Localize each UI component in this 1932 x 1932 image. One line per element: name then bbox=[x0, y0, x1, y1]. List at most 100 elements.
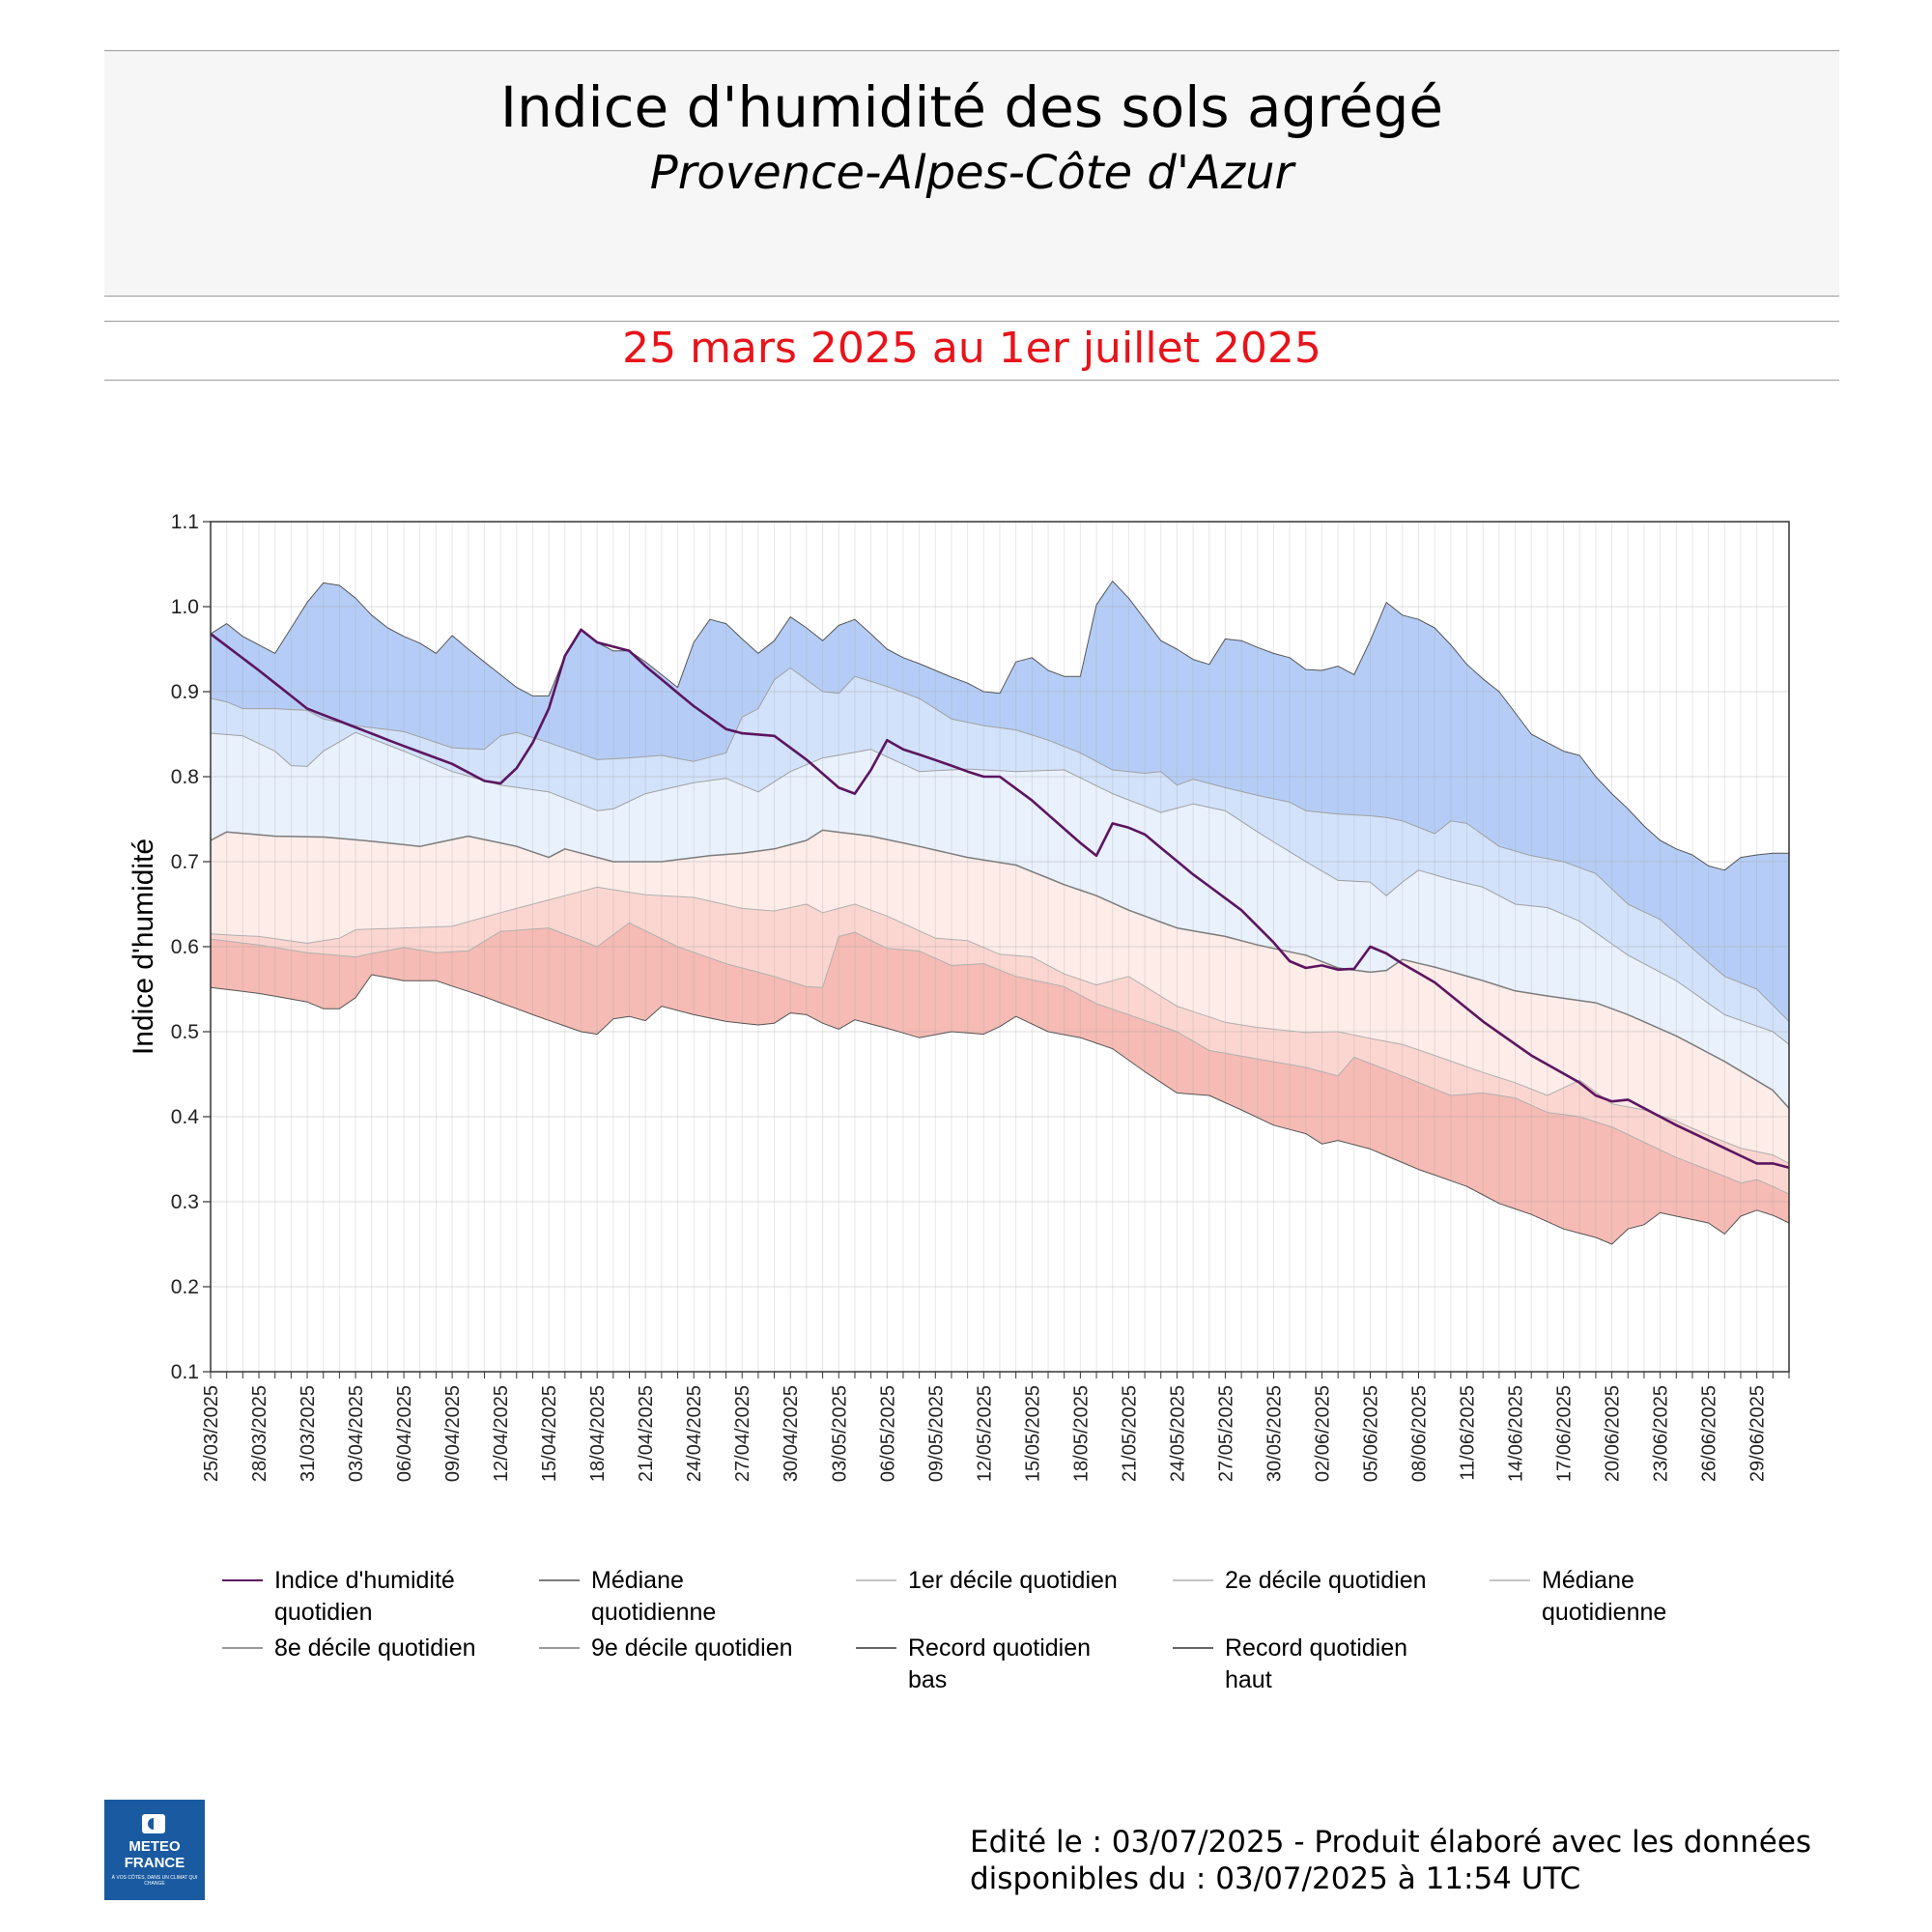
legend-label: 8e décile quotidien bbox=[274, 1634, 476, 1662]
x-tick-label: 26/06/2025 bbox=[1699, 1385, 1720, 1482]
x-tick-label: 27/04/2025 bbox=[732, 1385, 753, 1482]
band-record_bas-decile_1 bbox=[211, 923, 1789, 1244]
legend-item-indice: Indice d'humidité quotidien bbox=[222, 1565, 487, 1629]
x-tick-label: 12/05/2025 bbox=[974, 1385, 995, 1482]
x-axis: 25/03/2025 28/03/2025 31/03/2025 03/04/2025… bbox=[201, 1372, 1790, 1482]
period-label: 25 mars 2025 au 1er juillet 2025 bbox=[622, 324, 1321, 373]
legend-swatch bbox=[222, 1647, 263, 1649]
legend-item-decile-1: 1er décile quotidien bbox=[856, 1565, 1159, 1597]
grid-lines bbox=[210, 521, 1790, 1373]
x-tick-label: 15/04/2025 bbox=[539, 1385, 560, 1482]
y-tick-label: 0.7 bbox=[171, 851, 199, 873]
x-tick-label: 02/06/2025 bbox=[1312, 1385, 1333, 1482]
x-tick-label: 06/04/2025 bbox=[394, 1385, 415, 1482]
x-tick-label: 12/04/2025 bbox=[491, 1385, 512, 1482]
legend-item-decile-9: 9e décile quotidien bbox=[539, 1633, 842, 1664]
y-tick-label: 0.4 bbox=[171, 1106, 200, 1128]
series-lines bbox=[210, 581, 1790, 1245]
x-tick-label: 28/03/2025 bbox=[249, 1385, 270, 1482]
chart-subtitle: Provence-Alpes-Côte d'Azur bbox=[649, 146, 1294, 200]
y-tick-label: 0.3 bbox=[171, 1191, 199, 1213]
y-tick-label: 1.1 bbox=[171, 511, 199, 533]
legend-label: Médiane quotidienne bbox=[1542, 1567, 1667, 1626]
series-line-decile_1 bbox=[210, 922, 1790, 1195]
y-tick-label: 0.8 bbox=[171, 766, 199, 788]
footer-edit-info: Edité le : 03/07/2025 - Produit élaboré … bbox=[970, 1825, 1812, 1896]
x-tick-label: 21/04/2025 bbox=[636, 1385, 657, 1482]
x-tick-label: 03/04/2025 bbox=[346, 1385, 367, 1482]
legend-label: 1er décile quotidien bbox=[908, 1567, 1118, 1594]
x-tick-label: 05/06/2025 bbox=[1360, 1385, 1381, 1482]
legend-item-record-haut: Record quotidien haut bbox=[1173, 1633, 1437, 1696]
band-decile_8-decile_9 bbox=[211, 668, 1789, 1045]
x-tick-label: 24/04/2025 bbox=[684, 1385, 705, 1482]
legend-swatch bbox=[539, 1579, 580, 1581]
x-tick-label: 18/04/2025 bbox=[587, 1385, 609, 1482]
x-tick-label: 15/05/2025 bbox=[1022, 1385, 1043, 1482]
legend-item-record-bas: Record quotidien bas bbox=[856, 1633, 1121, 1696]
y-axis-title: Indice d'humidité bbox=[128, 838, 159, 1055]
logo-text-meteo: METEO bbox=[128, 1838, 181, 1855]
legend: Indice d'humidité quotidien Médiane quot… bbox=[222, 1565, 1816, 1710]
x-tick-label: 09/05/2025 bbox=[925, 1385, 947, 1482]
band-mediane-decile_8 bbox=[211, 732, 1789, 1109]
x-tick-label: 09/04/2025 bbox=[442, 1385, 464, 1482]
legend-label: Médiane quotidienne bbox=[591, 1567, 717, 1626]
legend-label: Indice d'humidité quotidien bbox=[274, 1567, 455, 1626]
logo-slogan: À VOS CÔTÉS, DANS UN CLIMAT QUI CHANGE bbox=[111, 1875, 198, 1887]
legend-swatch bbox=[856, 1647, 896, 1649]
meteo-france-emblem-icon bbox=[142, 1814, 165, 1833]
x-tick-label: 30/04/2025 bbox=[781, 1385, 802, 1482]
y-tick-label: 0.9 bbox=[171, 681, 199, 703]
x-tick-label: 24/05/2025 bbox=[1167, 1385, 1188, 1482]
meteo-france-logo: METEO FRANCE À VOS CÔTÉS, DANS UN CLIMAT… bbox=[104, 1800, 205, 1900]
x-tick-label: 30/05/2025 bbox=[1264, 1385, 1285, 1482]
series-line-mediane bbox=[210, 829, 1790, 1109]
legend-label: 2e décile quotidien bbox=[1225, 1567, 1427, 1594]
band-decile_2-mediane bbox=[211, 830, 1789, 1164]
legend-item-mediane: Médiane quotidienne bbox=[539, 1565, 804, 1629]
y-tick-label: 1.0 bbox=[171, 596, 199, 618]
header-band: Indice d'humidité des sols agrégé Proven… bbox=[104, 50, 1839, 297]
y-tick-label: 0.2 bbox=[171, 1276, 199, 1298]
series-line-decile_2 bbox=[210, 886, 1790, 1164]
legend-item-decile-2: 2e décile quotidien bbox=[1173, 1565, 1476, 1597]
x-tick-label: 20/06/2025 bbox=[1603, 1385, 1624, 1482]
series-line-decile_9 bbox=[210, 667, 1790, 1022]
x-tick-label: 03/05/2025 bbox=[829, 1385, 850, 1482]
x-tick-label: 21/05/2025 bbox=[1119, 1385, 1140, 1482]
legend-swatch bbox=[856, 1579, 896, 1581]
legend-label: 9e décile quotidien bbox=[591, 1634, 793, 1662]
series-line-indice bbox=[210, 628, 1790, 1170]
logo-text-france: FRANCE bbox=[124, 1855, 185, 1871]
series-line-record_bas bbox=[210, 974, 1790, 1245]
band-decile_9-record_haut bbox=[211, 581, 1789, 1022]
legend-item-mediane-2: Médiane quotidienne bbox=[1490, 1565, 1754, 1629]
x-tick-label: 31/03/2025 bbox=[298, 1385, 319, 1482]
legend-swatch bbox=[1173, 1579, 1213, 1581]
x-tick-label: 14/06/2025 bbox=[1506, 1385, 1527, 1482]
x-tick-label: 25/03/2025 bbox=[201, 1385, 222, 1482]
legend-swatch bbox=[1490, 1579, 1530, 1581]
percentile-bands bbox=[211, 581, 1789, 1244]
y-tick-label: 0.6 bbox=[171, 936, 199, 958]
legend-swatch bbox=[222, 1579, 263, 1581]
x-tick-label: 17/06/2025 bbox=[1554, 1385, 1576, 1482]
y-tick-label: 0.5 bbox=[171, 1021, 199, 1043]
y-tick-label: 0.1 bbox=[171, 1361, 199, 1383]
legend-label: Record quotidien haut bbox=[1225, 1634, 1408, 1693]
legend-swatch bbox=[539, 1647, 580, 1649]
legend-swatch bbox=[1173, 1647, 1213, 1649]
legend-label: Record quotidien bas bbox=[908, 1634, 1092, 1693]
series-line-record_haut bbox=[210, 581, 1789, 871]
x-tick-label: 11/06/2025 bbox=[1458, 1385, 1479, 1481]
x-tick-label: 08/06/2025 bbox=[1409, 1385, 1431, 1482]
x-tick-label: 27/05/2025 bbox=[1215, 1385, 1236, 1482]
y-axis: 0.1 0.2 0.3 0.4 0.5 0.6 0.7 0.8 0.9 1.0 1.1 Indice … bbox=[128, 511, 211, 1383]
series-line-decile_8 bbox=[210, 731, 1790, 1045]
x-tick-label: 18/05/2025 bbox=[1070, 1385, 1092, 1482]
x-tick-label: 23/06/2025 bbox=[1651, 1385, 1672, 1482]
chart-title: Indice d'humidité des sols agrégé bbox=[499, 74, 1444, 140]
period-band: 25 mars 2025 au 1er juillet 2025 bbox=[104, 321, 1839, 381]
